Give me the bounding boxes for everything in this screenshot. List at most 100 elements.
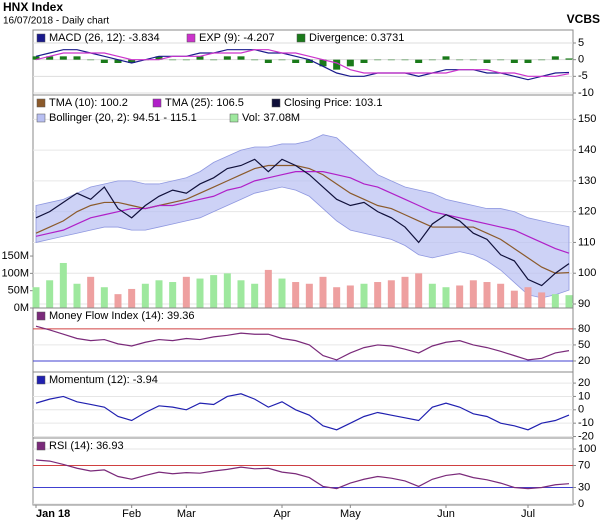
series-line [35, 325, 570, 361]
bar [155, 280, 163, 308]
legend-swatch [229, 113, 239, 123]
bar [538, 292, 546, 308]
series-line [35, 459, 570, 490]
y-tick-label: -10 [578, 417, 594, 429]
legend-swatch [36, 33, 46, 43]
bar [524, 287, 532, 308]
series-line [35, 49, 570, 77]
y-tick-label: 70 [578, 459, 590, 471]
bar [415, 273, 423, 308]
bar [59, 56, 67, 60]
bar [551, 294, 559, 308]
bar [428, 59, 436, 61]
x-tick-label: Jan 18 [36, 508, 70, 520]
y-tick-label: 120 [578, 206, 596, 218]
bar [196, 278, 204, 308]
bar [374, 282, 382, 308]
legend-label: Closing Price: 103.1 [284, 97, 382, 109]
bar [87, 59, 95, 61]
bar [428, 283, 436, 308]
bar [251, 283, 259, 308]
bar [510, 59, 518, 63]
bar [100, 287, 108, 308]
x-tick-label: Jul [521, 508, 535, 520]
legend-label: TMA (10): 100.2 [49, 97, 128, 109]
bar [73, 283, 81, 308]
y-tick-label: 130 [578, 175, 596, 187]
x-tick-label: Apr [273, 508, 290, 520]
y-tick-label: 0 [578, 404, 584, 416]
bar [210, 59, 218, 61]
y-tick-label: 80 [578, 323, 590, 335]
bar [497, 283, 505, 308]
legend-label: Bollinger (20, 2): 94.51 - 115.1 [49, 112, 197, 124]
bar [237, 280, 245, 308]
bar [346, 59, 354, 67]
y2-tick-label: 0M [14, 302, 29, 314]
bar [46, 280, 54, 308]
y-tick-label: 0 [578, 54, 584, 66]
bar [442, 56, 450, 60]
legend-label: TMA (25): 106.5 [165, 97, 244, 109]
y-tick-label: 150 [578, 113, 596, 125]
source: VCBS [567, 12, 600, 26]
legend-label: MACD (26, 12): -3.834 [49, 32, 160, 44]
y-tick-label: 90 [578, 298, 590, 310]
legend-swatch [186, 33, 196, 43]
y-tick-label: 30 [578, 481, 590, 493]
bar [141, 283, 149, 308]
bar [346, 285, 354, 308]
bar [196, 56, 204, 60]
bar [128, 288, 136, 308]
series-line [35, 164, 570, 274]
bar [114, 59, 122, 63]
bar [483, 282, 491, 308]
x-tick-label: Jun [437, 508, 455, 520]
series-line [35, 393, 570, 431]
bar [114, 294, 122, 308]
y-tick-label: 100 [578, 267, 596, 279]
series-line [35, 171, 570, 254]
legend-label: Money Flow Index (14): 39.36 [49, 310, 195, 322]
bar [169, 59, 177, 61]
y2-tick-label: 150M [1, 250, 29, 262]
legend-label: EXP (9): -4.207 [199, 32, 275, 44]
legend-label: Divergence: 0.3731 [309, 32, 404, 44]
y-tick-label: -5 [578, 70, 588, 82]
x-tick-label: Mar [177, 508, 196, 520]
bar [305, 283, 313, 308]
legend-swatch [271, 98, 281, 108]
bar [210, 275, 218, 308]
legend-swatch [36, 113, 46, 123]
y-tick-label: 50 [578, 339, 590, 351]
legend-label: Vol: 37.08M [242, 112, 300, 124]
bar [469, 280, 477, 308]
bar [483, 59, 491, 63]
y-tick-label: 140 [578, 144, 596, 156]
x-tick-label: May [340, 508, 361, 520]
bar [278, 59, 286, 61]
bar [319, 59, 327, 67]
bar [415, 59, 423, 63]
bar [169, 282, 177, 308]
y-tick-label: -10 [578, 87, 594, 99]
series-line [35, 158, 570, 287]
bar [292, 59, 300, 63]
legend-label: RSI (14): 36.93 [49, 440, 124, 452]
y-tick-label: 20 [578, 355, 590, 367]
bar [87, 276, 95, 308]
bar [32, 56, 40, 60]
y2-tick-label: 50M [8, 285, 29, 297]
bar [59, 262, 67, 308]
x-tick-label: Feb [122, 508, 141, 520]
y-tick-label: -20 [578, 430, 594, 442]
bar [469, 59, 477, 61]
bar [510, 290, 518, 308]
bar [524, 59, 532, 63]
y-tick-label: 110 [578, 236, 596, 248]
bar [565, 295, 573, 308]
bar [456, 59, 464, 61]
series-line [35, 49, 570, 81]
bar [565, 58, 573, 60]
bar [387, 280, 395, 308]
